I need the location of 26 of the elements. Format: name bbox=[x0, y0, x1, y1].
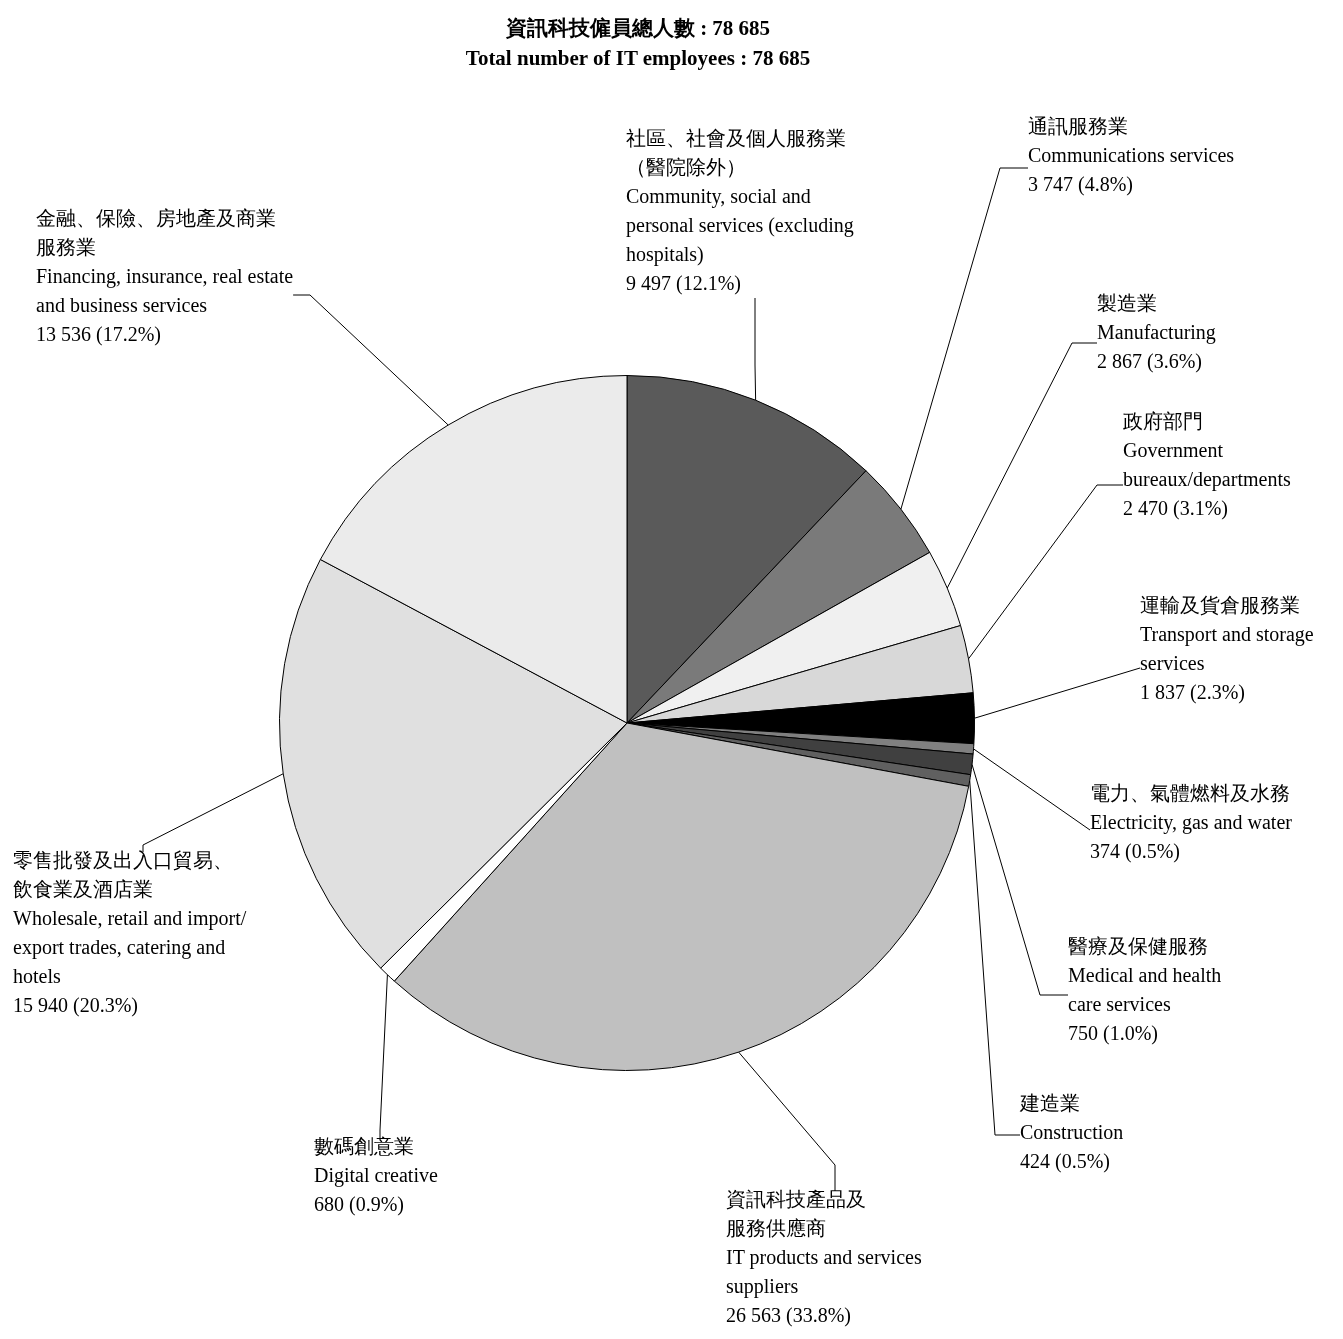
data-label: 15 940 (20.3%) bbox=[13, 994, 138, 1018]
slice-label: 金融、保險、房地產及商業服務業 Financing, insurance, real estate and business services bbox=[36, 207, 294, 317]
data-label: 1 837 (2.3%) bbox=[1140, 681, 1245, 705]
slice-label: 政府部門 Government bureaux/departments bbox=[1123, 410, 1291, 492]
data-label: 26 563 (33.8%) bbox=[726, 1304, 851, 1328]
data-label: 2 867 (3.6%) bbox=[1097, 350, 1202, 374]
slice-label: 運輸及貨倉服務業 Transport and storage services bbox=[1140, 594, 1314, 675]
data-label: 3 747 (4.8%) bbox=[1028, 173, 1133, 197]
data-label: 9 497 (12.1%) bbox=[626, 272, 741, 296]
slice-label: 醫療及保健服務 Medical and health care services bbox=[1068, 935, 1222, 1016]
slice-label: 通訊服務業 Communications services bbox=[1028, 115, 1235, 167]
chart-subtitle: Total number of IT employees : 78 685 bbox=[464, 46, 812, 71]
slice-label: 製造業 Manufacturing bbox=[1097, 292, 1216, 345]
data-label: 750 (1.0%) bbox=[1068, 1022, 1158, 1046]
slice-label: 數碼創意業 Digital creative bbox=[314, 1135, 438, 1188]
slice-label: 零售批發及出入口貿易、飲食業及酒店業 Wholesale, retail and import/ export trades, catering and hotels bbox=[13, 849, 247, 988]
data-label: 374 (0.5%) bbox=[1090, 840, 1180, 864]
slice-label: 電力、氣體燃料及水務 Electricity, gas and water bbox=[1090, 782, 1293, 835]
chart-title: 資訊科技僱員總人數 : 78 685 bbox=[504, 15, 772, 42]
data-label: 13 536 (17.2%) bbox=[36, 323, 161, 347]
slice-label: 建造業 Construction bbox=[1019, 1092, 1124, 1144]
data-label: 2 470 (3.1%) bbox=[1123, 497, 1228, 521]
slice-label: 資訊科技產品及服務供應商 IT products and services suppliers bbox=[726, 1188, 922, 1299]
slice-label: 社區、社會及個人服務業（醫院除外） Community, social and personal services (excluding hospitals) bbox=[626, 127, 854, 267]
data-label: 424 (0.5%) bbox=[1020, 1150, 1110, 1174]
data-label: 680 (0.9%) bbox=[314, 1193, 404, 1217]
